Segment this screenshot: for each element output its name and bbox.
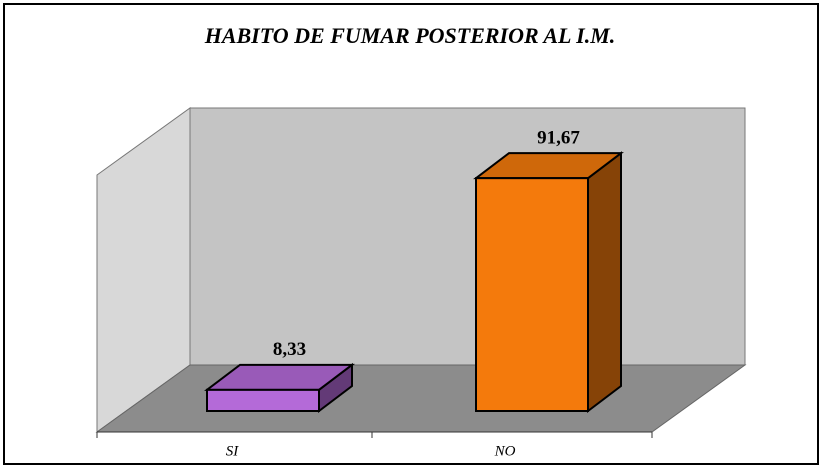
bar-side: [587, 151, 622, 414]
bar: [475, 177, 589, 412]
x-tick-label: SI: [226, 443, 240, 459]
value-label: 91,67: [537, 128, 580, 149]
chart-title: HABITO DE FUMAR POSTERIOR AL I.M.: [204, 23, 616, 48]
x-tick-label: NO: [494, 443, 516, 459]
value-label: 8,33: [273, 339, 306, 360]
back-wall: [189, 107, 746, 366]
bar: [206, 388, 320, 412]
floor: [95, 364, 747, 433]
